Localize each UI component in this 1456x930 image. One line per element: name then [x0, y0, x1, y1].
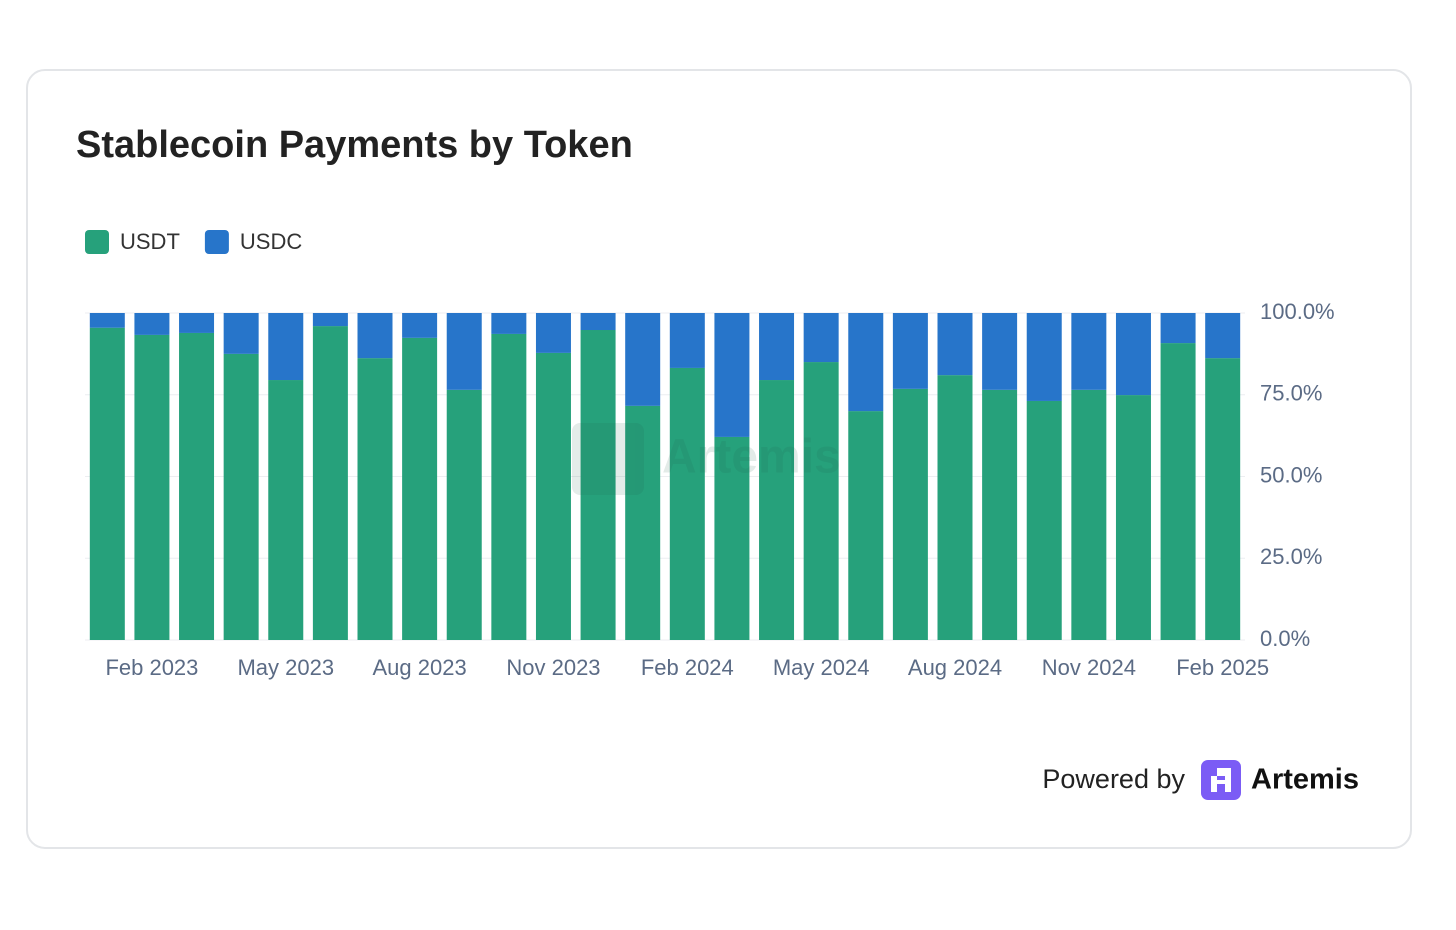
bar-segment	[714, 436, 750, 640]
bar-segment	[1115, 313, 1151, 396]
bar-segment	[937, 375, 973, 640]
y-tick-label: 25.0%	[1260, 544, 1322, 569]
bar-segment	[223, 313, 259, 354]
bar-segment	[1205, 358, 1241, 640]
x-tick-label: May 2024	[773, 655, 870, 680]
bar-segment	[1026, 400, 1062, 640]
y-tick-label: 0.0%	[1260, 626, 1310, 651]
x-tick-label: Nov 2024	[1042, 655, 1136, 680]
bar-segment	[357, 358, 393, 640]
bar-segment	[937, 313, 973, 376]
x-tick-label: Feb 2023	[105, 655, 198, 680]
bar-segment	[1071, 389, 1107, 640]
bar-segment	[535, 352, 571, 640]
legend-label: USDT	[120, 229, 180, 254]
watermark: Artemis	[572, 423, 841, 495]
footer-prefix: Powered by	[1042, 764, 1185, 794]
bar-segment	[982, 389, 1018, 640]
bar-segment	[580, 330, 616, 640]
bar-segment	[223, 353, 259, 640]
footer-logo-glyph	[1211, 768, 1231, 792]
y-tick-label: 100.0%	[1260, 299, 1335, 324]
bar-segment	[848, 313, 884, 412]
bar-segment	[625, 313, 661, 406]
x-tick-label: May 2023	[237, 655, 334, 680]
bar-segment	[848, 411, 884, 640]
bar-segment	[268, 313, 304, 381]
bar-segment	[759, 380, 795, 640]
bar-segment	[134, 313, 170, 335]
bar-segment	[892, 388, 928, 640]
bar-segment	[402, 313, 438, 338]
bar-segment	[446, 313, 482, 390]
bar-segment	[491, 313, 527, 334]
bar-segment	[134, 334, 170, 640]
watermark-logo	[572, 423, 644, 495]
bar-segment	[1071, 313, 1107, 390]
bar-segment	[312, 313, 348, 327]
bar-segment	[89, 313, 125, 328]
bar-segment	[714, 313, 750, 437]
bar-segment	[179, 332, 215, 640]
legend-swatch	[85, 230, 109, 254]
x-tick-label: Aug 2023	[373, 655, 467, 680]
bars	[89, 313, 1241, 640]
footer-brand: Artemis	[1251, 764, 1359, 796]
bar-segment	[535, 313, 571, 353]
x-tick-label: Aug 2024	[908, 655, 1002, 680]
bar-segment	[892, 313, 928, 389]
bar-segment	[803, 362, 839, 640]
bar-segment	[89, 327, 125, 640]
y-tick-label: 75.0%	[1260, 381, 1322, 406]
bar-segment	[1160, 343, 1196, 640]
chart-title: Stablecoin Payments by Token	[76, 124, 633, 166]
bar-segment	[491, 333, 527, 640]
x-tick-label: Feb 2025	[1176, 655, 1269, 680]
bar-segment	[759, 313, 795, 381]
bar-segment	[625, 405, 661, 640]
bar-segment	[669, 313, 705, 368]
legend-label: USDC	[240, 229, 302, 254]
watermark-text: Artemis	[662, 431, 841, 484]
x-tick-label: Nov 2023	[506, 655, 600, 680]
bar-segment	[268, 380, 304, 640]
bar-segment	[580, 313, 616, 331]
y-tick-label: 50.0%	[1260, 462, 1322, 487]
bar-segment	[1160, 313, 1196, 344]
bar-segment	[357, 313, 393, 359]
bar-segment	[1115, 395, 1151, 640]
bar-segment	[312, 326, 348, 640]
legend-swatch	[204, 230, 229, 254]
x-tick-label: Feb 2024	[641, 655, 734, 680]
bar-segment	[982, 313, 1018, 390]
bar-segment	[1026, 313, 1062, 401]
bar-segment	[179, 313, 215, 333]
bar-segment	[1205, 313, 1241, 359]
bar-segment	[446, 389, 482, 640]
bar-segment	[402, 337, 438, 640]
bar-segment	[669, 367, 705, 640]
bar-segment	[803, 313, 839, 363]
